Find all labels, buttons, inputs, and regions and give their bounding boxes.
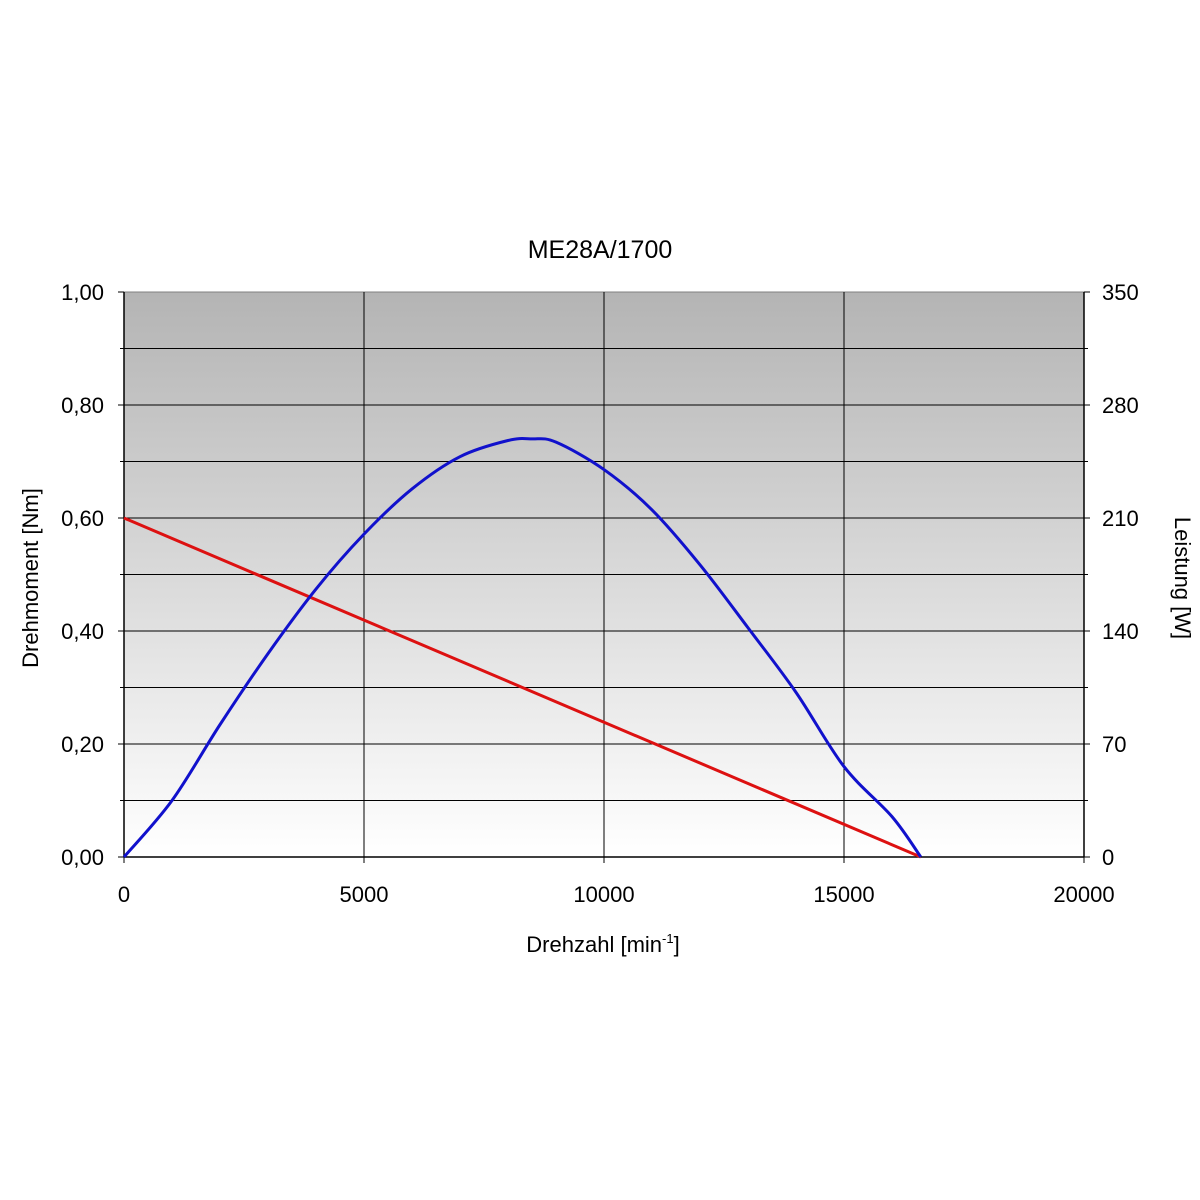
tick-labels: 0,00 0,20 0,40 0,60 0,80 1,00 0 70 140 210 280 350 0… bbox=[61, 280, 1139, 907]
y-tick-label-left: 0,60 bbox=[61, 506, 104, 531]
series bbox=[122, 436, 923, 859]
y-tick-label-right: 0 bbox=[1102, 845, 1114, 870]
x-tick-label: 10000 bbox=[573, 882, 634, 907]
y-tick-label-left: 0,00 bbox=[61, 845, 104, 870]
x-tick-label: 20000 bbox=[1053, 882, 1114, 907]
y-tick-label-left: 0,40 bbox=[61, 619, 104, 644]
y-tick-label-right: 350 bbox=[1102, 280, 1139, 305]
series-line-torque bbox=[123, 516, 922, 859]
y-axis-label-right: Leistung [W] bbox=[1170, 517, 1195, 639]
series-line-power bbox=[122, 436, 923, 858]
chart: ME28A/1700 0,00 0,20 0,40 0,60 0,80 1,00 0 70 14… bbox=[18, 236, 1195, 957]
y-axis-label-left: Drehmoment [Nm] bbox=[18, 488, 43, 668]
x-axis-label: Drehzahl [min-1] bbox=[526, 931, 679, 957]
x-tick-label: 15000 bbox=[813, 882, 874, 907]
grid bbox=[124, 292, 1084, 857]
x-tick-label: 5000 bbox=[340, 882, 389, 907]
y-tick-label-left: 1,00 bbox=[61, 280, 104, 305]
y-tick-label-right: 210 bbox=[1102, 506, 1139, 531]
chart-title: ME28A/1700 bbox=[528, 236, 673, 264]
y-tick-label-right: 140 bbox=[1102, 619, 1139, 644]
y-tick-label-right: 280 bbox=[1102, 393, 1139, 418]
y-tick-label-right: 70 bbox=[1102, 732, 1126, 757]
y-tick-label-left: 0,80 bbox=[61, 393, 104, 418]
x-tick-label: 0 bbox=[118, 882, 130, 907]
y-tick-label-left: 0,20 bbox=[61, 732, 104, 757]
chart-frame: ME28A/1700 0,00 0,20 0,40 0,60 0,80 1,00 0 70 14… bbox=[0, 200, 1200, 1000]
axes bbox=[118, 291, 1090, 863]
